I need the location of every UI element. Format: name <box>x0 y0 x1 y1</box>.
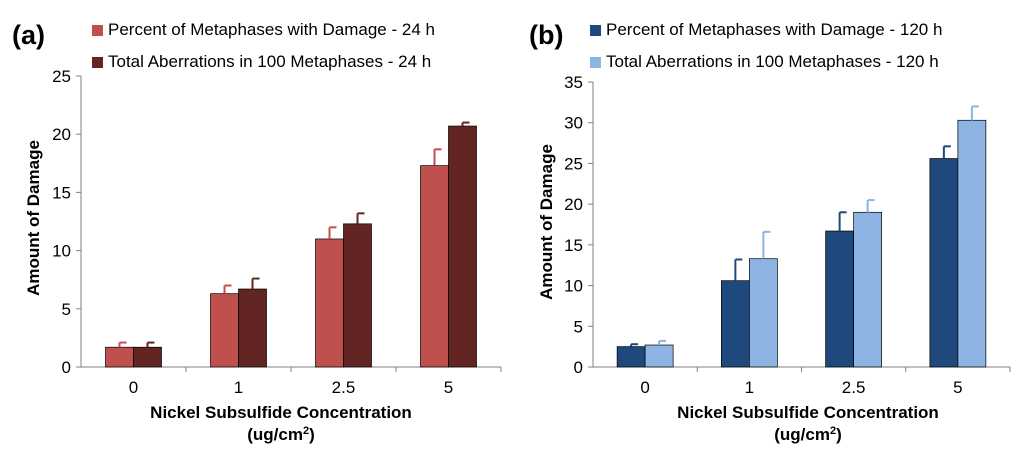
bar-a-s2-0 <box>133 346 162 368</box>
bar-a-s2-5 <box>448 125 477 368</box>
y-axis-title-b: Amount of Damage <box>537 144 556 300</box>
legend-label-a-series-1: Percent of Metaphases with Damage - 24 h <box>108 20 435 39</box>
y-tick-label-b: 30 <box>564 114 583 133</box>
y-tick-label-b: 5 <box>574 317 583 336</box>
y-tick-label-a: 15 <box>52 183 71 202</box>
x-tick-label-b: 2.5 <box>842 378 866 397</box>
y-tick-label-b: 35 <box>564 73 583 92</box>
legend-swatch-a-series-1 <box>92 25 103 36</box>
x-tick-label-b: 5 <box>953 378 962 397</box>
x-axis-title-b: Nickel Subsulfide Concentration <box>677 403 939 422</box>
bar-b-s1-1 <box>721 280 750 368</box>
bar-b-s1-0 <box>616 346 646 368</box>
legend-swatch-b-series-1 <box>590 25 601 36</box>
x-axis-unit-b: (ug/cm2) <box>774 425 842 444</box>
panel-a-label: (a) <box>12 20 45 50</box>
legend-swatch-b-series-2 <box>590 57 601 68</box>
y-tick-label-b: 0 <box>574 358 583 377</box>
bar-a-s2-1 <box>238 288 267 368</box>
plot-area-a: 0 5 10 15 20 25 0 1 2.5 5 <box>52 67 502 397</box>
y-tick-label-a: 20 <box>52 125 71 144</box>
legend-label-b-series-1: Percent of Metaphases with Damage - 120 … <box>606 20 942 39</box>
x-tick-label-b: 0 <box>640 378 649 397</box>
x-axis-title-a: Nickel Subsulfide Concentration <box>150 403 412 422</box>
bar-a-s1-0 <box>105 346 134 368</box>
x-tick-label-a: 2.5 <box>332 378 356 397</box>
legend-label-b-series-2: Total Aberrations in 100 Metaphases - 12… <box>606 52 939 71</box>
bar-b-s1-2.5 <box>825 230 854 368</box>
panel-b-label: (b) <box>529 20 563 50</box>
legend-swatch-a-series-2 <box>92 57 103 68</box>
bar-a-s1-2.5 <box>315 238 344 368</box>
bar-a-s1-5 <box>420 165 449 368</box>
bar-b-s2-1 <box>749 258 778 368</box>
bar-b-s2-5 <box>957 119 987 368</box>
y-tick-label-b: 20 <box>564 195 583 214</box>
x-axis-unit-a: (ug/cm2) <box>247 425 315 444</box>
x-tick-label-b: 1 <box>745 378 754 397</box>
x-tick-label-a: 1 <box>234 378 243 397</box>
plot-area-b: 0 5 10 15 20 25 30 35 0 1 2.5 5 <box>564 73 1011 397</box>
y-tick-label-b: 25 <box>564 154 583 173</box>
y-tick-label-a: 10 <box>52 242 71 261</box>
panel-b: (b) Percent of Metaphases with Damage - … <box>529 20 1011 444</box>
bar-a-s1-1 <box>210 293 239 368</box>
bar-b-s2-2.5 <box>853 211 882 368</box>
y-tick-label-b: 15 <box>564 236 583 255</box>
y-tick-label-a: 5 <box>62 300 71 319</box>
bar-b-s1-5 <box>929 158 959 368</box>
x-tick-label-a: 0 <box>129 378 138 397</box>
bar-b-s2-0 <box>644 344 674 368</box>
y-tick-label-b: 10 <box>564 277 583 296</box>
y-tick-label-a: 25 <box>52 67 71 86</box>
bar-a-s2-2.5 <box>343 223 372 368</box>
y-tick-label-a: 0 <box>62 358 71 377</box>
y-axis-title-a: Amount of Damage <box>24 140 43 296</box>
x-tick-label-a: 5 <box>444 378 453 397</box>
panel-a: (a) Percent of Metaphases with Damage - … <box>12 20 502 444</box>
legend-label-a-series-2: Total Aberrations in 100 Metaphases - 24… <box>108 52 431 71</box>
